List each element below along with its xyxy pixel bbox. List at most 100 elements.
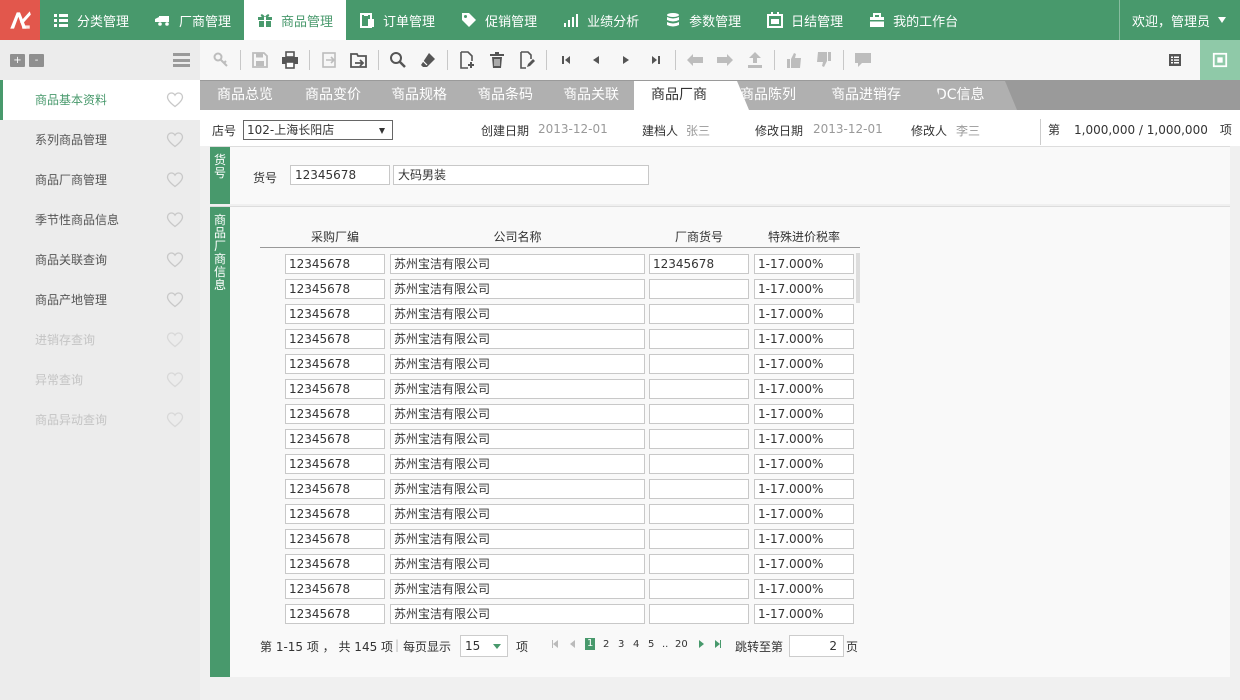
key-search-icon[interactable] — [206, 45, 236, 75]
nav-item-8[interactable]: 我的工作台 — [856, 0, 971, 40]
tab-0[interactable]: 商品总览 — [200, 81, 310, 110]
logo[interactable] — [0, 0, 40, 40]
purchase-vendor-code-cell[interactable]: 12345678 — [285, 254, 385, 274]
sidebar-item-2[interactable]: 商品厂商管理 — [0, 160, 200, 200]
purchase-vendor-code-cell[interactable]: 12345678 — [285, 329, 385, 349]
menu-toggle-icon[interactable] — [173, 53, 190, 67]
purchase-vendor-code-cell[interactable]: 12345678 — [285, 529, 385, 549]
special-tax-rate-cell[interactable]: 1-17.000% — [754, 354, 854, 374]
eraser-icon[interactable] — [413, 45, 443, 75]
purchase-vendor-code-cell[interactable]: 12345678 — [285, 429, 385, 449]
col-purchase-vendor-code[interactable]: 采购厂编 — [310, 230, 359, 244]
thumbs-up-icon[interactable] — [779, 45, 809, 75]
special-tax-rate-cell[interactable]: 1-17.000% — [754, 579, 854, 599]
vendor-item-code-cell[interactable]: 12345678 — [649, 254, 749, 274]
user-menu[interactable]: 欢迎，管理员 — [1118, 0, 1240, 40]
expand-all-button[interactable]: + — [10, 53, 25, 67]
next-page-icon[interactable] — [699, 640, 704, 648]
vendor-item-code-cell[interactable] — [649, 279, 749, 299]
purchase-vendor-code-cell[interactable]: 12345678 — [285, 454, 385, 474]
page-number[interactable]: 3 — [618, 639, 625, 650]
sidebar-item-3[interactable]: 季节性商品信息 — [0, 200, 200, 240]
company-name-cell[interactable]: 苏州宝洁有限公司 — [390, 454, 645, 474]
prev-page-icon[interactable] — [581, 45, 611, 75]
delete-icon[interactable] — [482, 45, 512, 75]
export-icon[interactable] — [314, 45, 344, 75]
company-name-cell[interactable]: 苏州宝洁有限公司 — [390, 554, 645, 574]
page-number[interactable]: 20 — [675, 639, 688, 650]
sidebar-item-6[interactable]: 进销存查询 — [0, 320, 200, 360]
special-tax-rate-cell[interactable]: 1-17.000% — [754, 504, 854, 524]
forward-arrow-icon[interactable] — [710, 45, 740, 75]
purchase-vendor-code-cell[interactable]: 12345678 — [285, 354, 385, 374]
purchase-vendor-code-cell[interactable]: 12345678 — [285, 304, 385, 324]
sidebar-item-0[interactable]: 商品基本资料 — [0, 80, 200, 120]
save-icon[interactable] — [245, 45, 275, 75]
company-name-cell[interactable]: 苏州宝洁有限公司 — [390, 279, 645, 299]
first-page-icon[interactable] — [553, 640, 558, 648]
sidebar-item-7[interactable]: 异常查询 — [0, 360, 200, 400]
nav-item-6[interactable]: 参数管理 — [652, 0, 754, 40]
company-name-cell[interactable]: 苏州宝洁有限公司 — [390, 429, 645, 449]
vendor-item-code-cell[interactable] — [649, 404, 749, 424]
nav-item-2[interactable]: 商品管理 — [244, 0, 347, 40]
company-name-cell[interactable]: 苏州宝洁有限公司 — [390, 354, 645, 374]
company-name-cell[interactable]: 苏州宝洁有限公司 — [390, 304, 645, 324]
page-size-select[interactable]: 15 — [460, 635, 508, 657]
nav-item-3[interactable]: 订单管理 — [346, 0, 448, 40]
purchase-vendor-code-cell[interactable]: 12345678 — [285, 554, 385, 574]
special-tax-rate-cell[interactable]: 1-17.000% — [754, 479, 854, 499]
item-name-field[interactable]: 大码男装 — [393, 165, 649, 185]
table-scrollbar[interactable] — [856, 253, 860, 303]
vendor-item-code-cell[interactable] — [649, 454, 749, 474]
comment-icon[interactable] — [848, 45, 878, 75]
purchase-vendor-code-cell[interactable]: 12345678 — [285, 604, 385, 624]
company-name-cell[interactable]: 苏州宝洁有限公司 — [390, 479, 645, 499]
thumbs-down-icon[interactable] — [809, 45, 839, 75]
vendor-item-code-cell[interactable] — [649, 329, 749, 349]
vendor-item-code-cell[interactable] — [649, 529, 749, 549]
nav-item-0[interactable]: 分类管理 — [40, 0, 142, 40]
page-number[interactable]: 5 — [648, 639, 655, 650]
sidebar-item-8[interactable]: 商品异动查询 — [0, 400, 200, 440]
vendor-item-code-cell[interactable] — [649, 354, 749, 374]
vendor-item-code-cell[interactable] — [649, 604, 749, 624]
tab-5[interactable]: 商品厂商 — [634, 81, 749, 110]
company-name-cell[interactable]: 苏州宝洁有限公司 — [390, 329, 645, 349]
vendor-item-code-cell[interactable] — [649, 379, 749, 399]
sidebar-item-1[interactable]: 系列商品管理 — [0, 120, 200, 160]
first-page-icon[interactable] — [551, 45, 581, 75]
col-special-tax-rate[interactable]: 特殊进价税率 — [767, 230, 840, 244]
edit-icon[interactable] — [512, 45, 542, 75]
company-name-cell[interactable]: 苏州宝洁有限公司 — [390, 404, 645, 424]
col-company-name[interactable]: 公司名称 — [493, 230, 542, 244]
vendor-item-code-cell[interactable] — [649, 554, 749, 574]
special-tax-rate-cell[interactable]: 1-17.000% — [754, 529, 854, 549]
page-number[interactable]: 4 — [633, 639, 640, 650]
new-document-icon[interactable] — [452, 45, 482, 75]
vendor-item-code-cell[interactable] — [649, 304, 749, 324]
special-tax-rate-cell[interactable]: 1-17.000% — [754, 404, 854, 424]
list-view-icon[interactable] — [1160, 45, 1190, 75]
collapse-all-button[interactable]: - — [29, 53, 44, 67]
page-number[interactable]: 1 — [585, 638, 596, 650]
prev-page-icon[interactable] — [570, 640, 575, 648]
nav-item-7[interactable]: 日结管理 — [754, 0, 856, 40]
jump-page-field[interactable]: 2 — [789, 635, 844, 657]
special-tax-rate-cell[interactable]: 1-17.000% — [754, 254, 854, 274]
special-tax-rate-cell[interactable]: 1-17.000% — [754, 379, 854, 399]
special-tax-rate-cell[interactable]: 1-17.000% — [754, 604, 854, 624]
purchase-vendor-code-cell[interactable]: 12345678 — [285, 404, 385, 424]
vendor-item-code-cell[interactable] — [649, 479, 749, 499]
sidebar-item-5[interactable]: 商品产地管理 — [0, 280, 200, 320]
search-icon[interactable] — [383, 45, 413, 75]
special-tax-rate-cell[interactable]: 1-17.000% — [754, 454, 854, 474]
purchase-vendor-code-cell[interactable]: 12345678 — [285, 279, 385, 299]
open-folder-icon[interactable] — [344, 45, 374, 75]
special-tax-rate-cell[interactable]: 1-17.000% — [754, 304, 854, 324]
back-arrow-icon[interactable] — [680, 45, 710, 75]
vendor-item-code-cell[interactable] — [649, 579, 749, 599]
special-tax-rate-cell[interactable]: 1-17.000% — [754, 279, 854, 299]
nav-item-5[interactable]: 业绩分析 — [550, 0, 652, 40]
store-select[interactable]: 102-上海长阳店 — [243, 120, 393, 140]
